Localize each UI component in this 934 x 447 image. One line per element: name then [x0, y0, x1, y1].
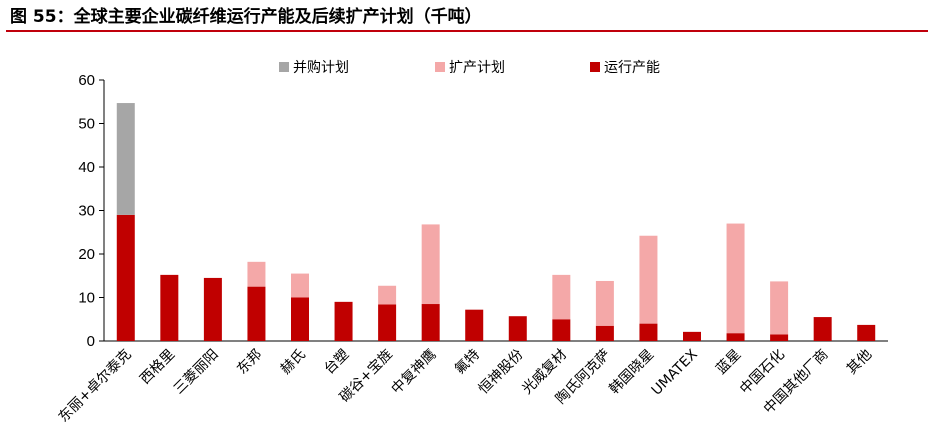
bar-segment — [639, 323, 658, 341]
legend-swatch — [590, 62, 600, 72]
bar-segment — [334, 301, 353, 341]
y-tick-label: 0 — [87, 333, 95, 350]
bar-segment — [726, 223, 745, 334]
x-tick-label: 西格里 — [137, 347, 178, 388]
legend-swatch — [435, 62, 445, 72]
title-rule — [6, 30, 928, 32]
bar-segment — [508, 316, 527, 341]
legend-swatch — [279, 62, 289, 72]
x-tick-label: 恒神股份 — [476, 347, 527, 398]
legend-label: 扩产计划 — [449, 60, 505, 76]
bar-segment — [770, 281, 789, 335]
bar-segment — [683, 331, 701, 341]
bar-segment — [857, 324, 876, 341]
x-tick-label: 蓝星 — [713, 347, 744, 378]
x-tick-label: 赫氏 — [278, 347, 309, 378]
bar-segment — [726, 333, 745, 341]
x-tick-label: 韩国晓星 — [606, 347, 657, 398]
legend-label: 运行产能 — [604, 60, 660, 76]
bar-segment — [378, 285, 397, 305]
bar-segment — [813, 317, 832, 341]
bar-segment — [552, 319, 571, 341]
x-tick-label: UMATEX — [649, 346, 701, 398]
bar-segment — [595, 325, 614, 341]
bar-segment — [770, 334, 789, 341]
chart-legend: 并购计划 扩产计划 运行产能 — [279, 60, 660, 76]
bar-segment — [421, 224, 440, 305]
bar-segment — [116, 103, 135, 215]
y-tick-label: 20 — [78, 246, 95, 263]
bar-segment — [291, 273, 309, 298]
y-tick-label: 60 — [78, 72, 95, 89]
y-tick-label: 10 — [78, 290, 95, 307]
bar-segment — [639, 235, 658, 324]
bar-segment — [378, 304, 397, 341]
bar-segment — [247, 286, 266, 341]
x-tick-label: 三菱丽阳 — [171, 347, 222, 398]
bar-segment — [465, 309, 484, 341]
bar-segment — [160, 274, 179, 341]
y-tick-label: 40 — [78, 159, 95, 176]
y-axis: 0 10 20 30 40 50 60 — [78, 72, 888, 350]
x-tick-label: 中复神鹰 — [388, 346, 440, 398]
figure-title: 图 55：全球主要企业碳纤维运行产能及后续扩产计划（千吨） — [10, 7, 482, 27]
x-tick-label: 台塑 — [321, 347, 352, 378]
legend-label: 并购计划 — [293, 60, 349, 76]
x-tick-label: 东邦 — [234, 347, 265, 378]
bar-segment — [552, 274, 571, 320]
bars-layer — [116, 103, 876, 341]
x-tick-label: 东丽+卓尔泰克 — [56, 347, 135, 426]
y-tick-label: 50 — [78, 116, 95, 133]
bar-segment — [291, 297, 309, 341]
x-tick-label: 氟特 — [452, 347, 483, 378]
y-tick-label: 30 — [78, 203, 95, 220]
bar-segment — [203, 277, 222, 341]
x-tick-label: 其他 — [844, 347, 875, 378]
bar-segment — [116, 214, 135, 341]
bar-segment — [595, 280, 614, 326]
bar-segment — [421, 304, 440, 341]
bar-segment — [247, 261, 266, 287]
